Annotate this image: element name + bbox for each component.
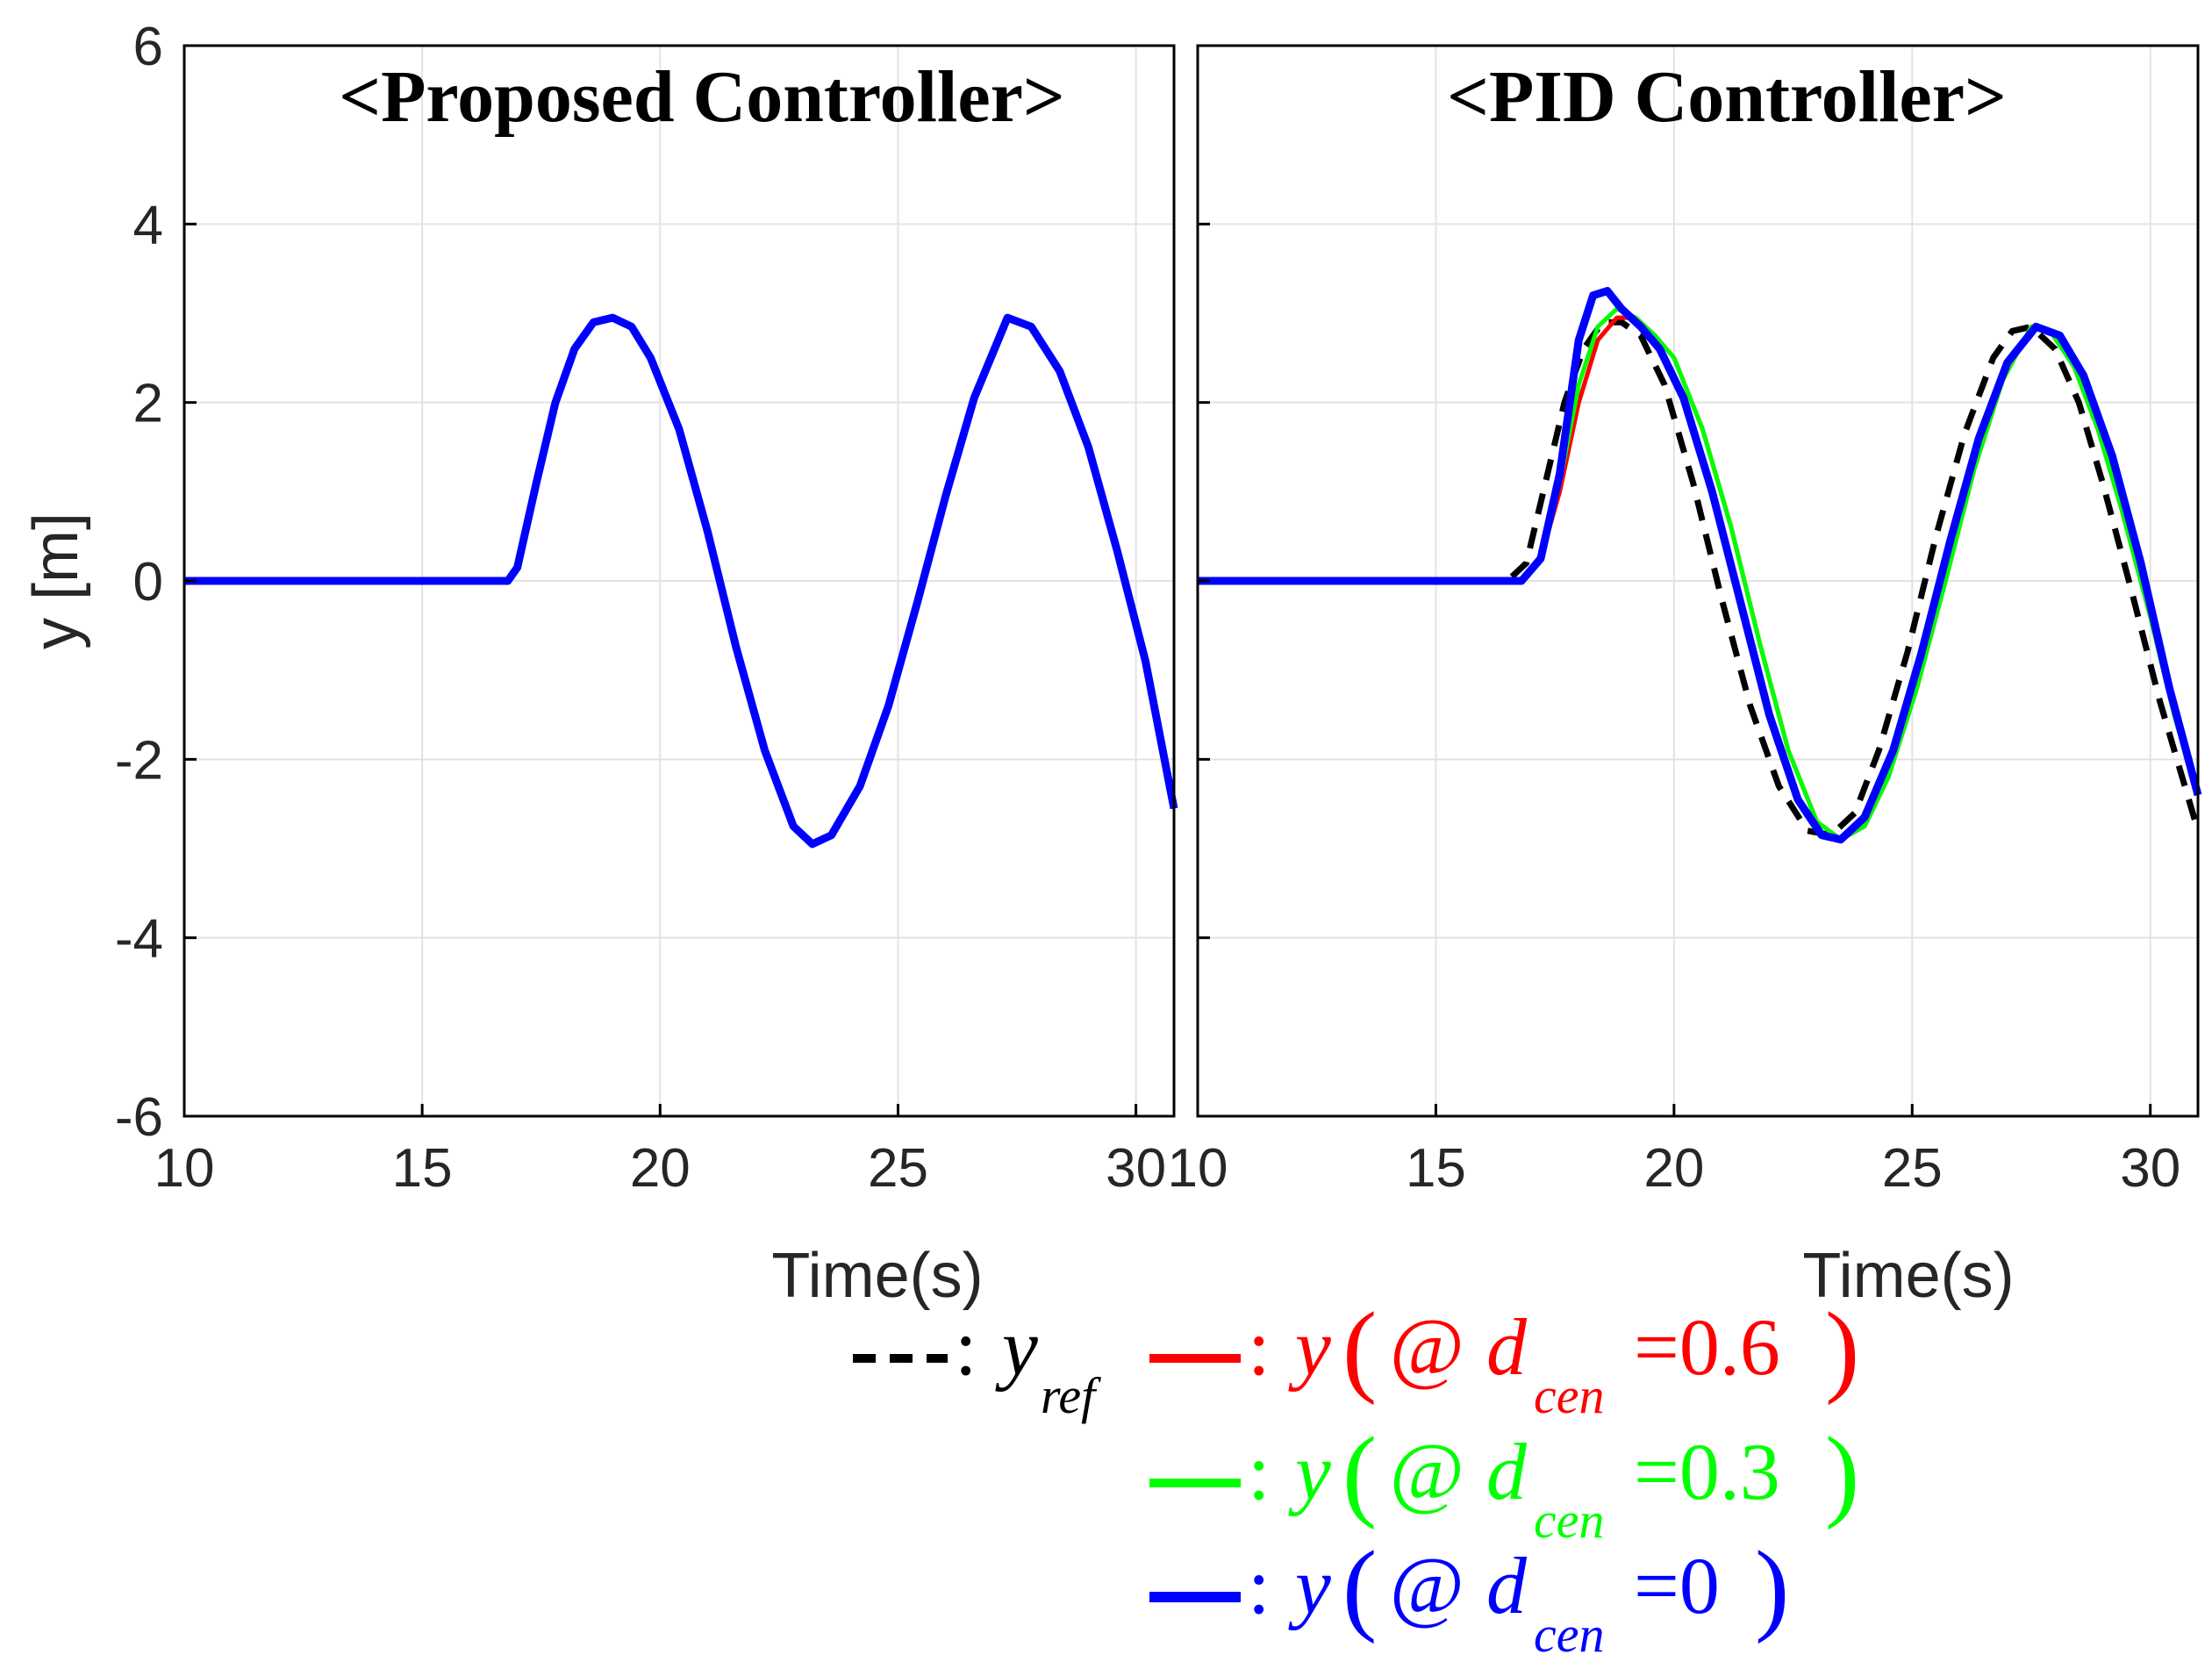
legend-at: @ (1390, 1302, 1464, 1392)
y-tick-label: 2 (133, 374, 163, 434)
x-tick-label: 30 (2120, 1138, 2180, 1199)
legend-subscript: ref (1041, 1367, 1101, 1424)
legend-symbol: y (1288, 1302, 1331, 1392)
panel-title: <Proposed Controller> (339, 56, 1065, 138)
legend-symbol: y (1288, 1427, 1331, 1516)
legend-separator: : (955, 1302, 977, 1392)
x-tick-label: 15 (392, 1138, 453, 1199)
legend-item-y-ref: : y ref (853, 1302, 1101, 1424)
y-tick-label: -6 (115, 1087, 163, 1148)
legend-open-paren: ( (1342, 1415, 1377, 1530)
series-group (1198, 287, 2202, 844)
pid-controller-panel: 10 15 20 25 30 <PID Controller> Time(s) (1168, 44, 2202, 1311)
legend-d: d (1486, 1541, 1528, 1630)
legend-symbol: y (995, 1302, 1038, 1392)
legend-at: @ (1390, 1541, 1464, 1630)
series-line-y_03 (1198, 306, 2201, 842)
legend-at: @ (1390, 1427, 1464, 1516)
x-tick-label: 15 (1406, 1138, 1466, 1199)
series-group (184, 313, 1178, 849)
panel-title: <PID Controller> (1447, 56, 2007, 138)
legend-subscript: cen (1534, 1606, 1605, 1663)
x-axis-label: Time(s) (771, 1241, 983, 1311)
legend-value: =0 (1634, 1541, 1720, 1630)
x-tick-label: 30 (1106, 1138, 1166, 1199)
legend-subscript: cen (1534, 1492, 1605, 1549)
grid (1198, 46, 2198, 1116)
y-tick-label: 6 (133, 17, 163, 77)
legend-close-paren: ) (1755, 1529, 1789, 1644)
legend-separator: : (1248, 1427, 1271, 1516)
legend-open-paren: ( (1342, 1291, 1377, 1406)
y-axis-label: y [m] (21, 512, 91, 649)
x-tick-label: 10 (154, 1138, 215, 1199)
legend-close-paren: ) (1825, 1415, 1859, 1530)
legend-value: =0.3 (1634, 1427, 1780, 1516)
legend-d: d (1486, 1427, 1528, 1516)
x-tick-label: 20 (1643, 1138, 1704, 1199)
legend-d: d (1486, 1302, 1528, 1392)
series-line-y_0 (184, 313, 1178, 849)
x-tick-label: 20 (630, 1138, 691, 1199)
y-tick-label: 4 (133, 195, 163, 255)
y-tick-label: -4 (115, 909, 163, 970)
y-tick-label: 0 (133, 552, 163, 612)
legend-open-paren: ( (1342, 1529, 1377, 1644)
proposed-controller-panel: 10 15 20 25 30 -6 -4 -2 0 2 4 6 <Proposed Controlle… (21, 17, 1178, 1311)
legend: : y ref : y ( @ d cen =0.6 ) : y ( @ d c… (853, 1291, 1859, 1663)
legend-close-paren: ) (1825, 1291, 1859, 1406)
legend-subscript: cen (1534, 1367, 1605, 1424)
legend-separator: : (1248, 1302, 1271, 1392)
legend-item-y-0.3: : y ( @ d cen =0.3 ) (1149, 1415, 1859, 1549)
legend-separator: : (1248, 1541, 1271, 1630)
legend-item-y-0: : y ( @ d cen =0 ) (1149, 1529, 1789, 1663)
y-tick-label: -2 (115, 730, 163, 791)
ticks: 10 15 20 25 30 -6 -4 -2 0 2 4 6 (115, 17, 1166, 1199)
grid (184, 46, 1174, 1116)
legend-value: =0.6 (1634, 1302, 1780, 1392)
x-axis-label: Time(s) (1802, 1241, 2014, 1311)
legend-item-y-0.6: : y ( @ d cen =0.6 ) (1149, 1291, 1859, 1424)
x-tick-label: 25 (868, 1138, 928, 1199)
series-line-y_0 (1198, 287, 2202, 844)
x-tick-label: 25 (1882, 1138, 1943, 1199)
x-tick-label: 10 (1168, 1138, 1228, 1199)
legend-symbol: y (1288, 1541, 1331, 1630)
ticks: 10 15 20 25 30 (1168, 44, 2180, 1199)
